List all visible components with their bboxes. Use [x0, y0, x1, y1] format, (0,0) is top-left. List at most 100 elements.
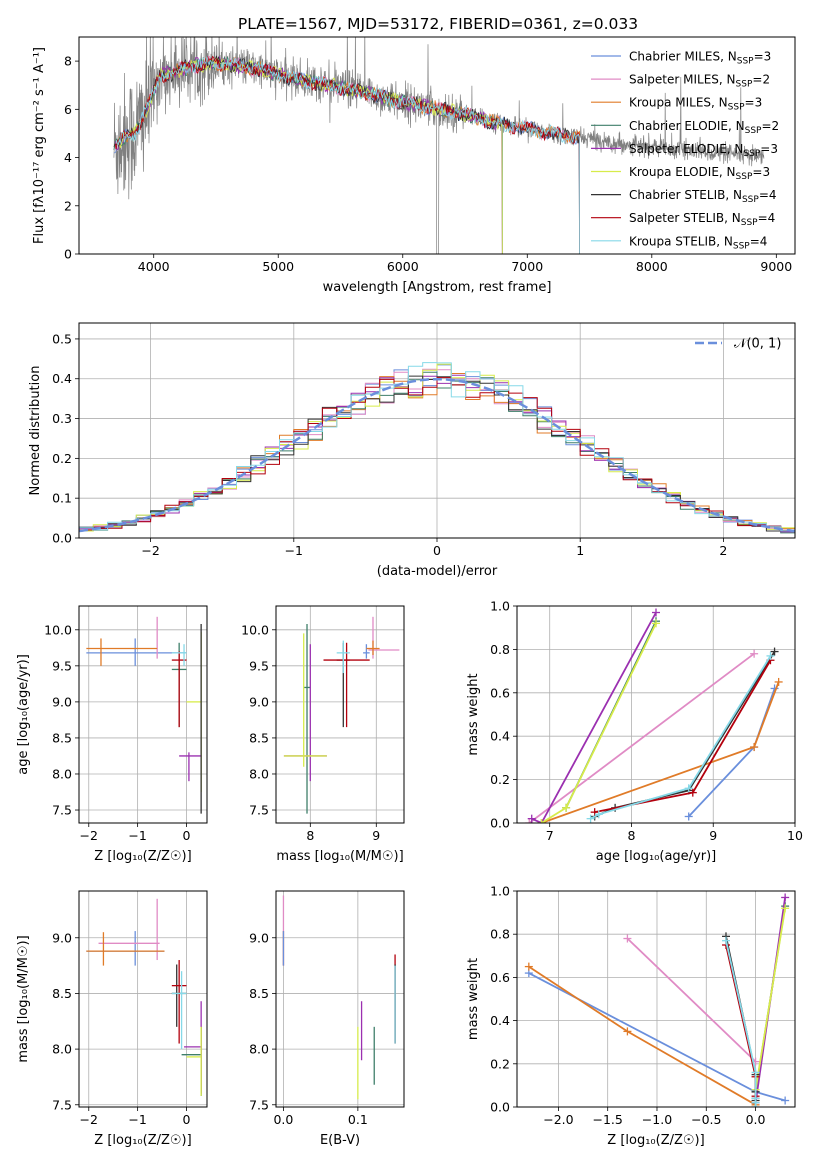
point-salpeter-elodie: [179, 752, 202, 782]
series-salpeter-elodie: [527, 608, 660, 823]
axes-frame: [78, 36, 796, 255]
point-chabrier-elodie: [181, 1026, 202, 1096]
x-tick-label: 0: [183, 1112, 191, 1127]
y-tick-label: 0.0: [52, 531, 72, 546]
x-tick-label: 6000: [387, 259, 419, 274]
x-axis-label: mass [log₁₀(M/M☉)]: [276, 849, 403, 864]
x-tick-label: 8000: [636, 259, 668, 274]
y-tick-label: 0.4: [490, 729, 510, 744]
y-tick-label: 4: [64, 150, 72, 165]
x-tick-label: 0: [433, 543, 441, 558]
plot-area-mass-vs-EBV: [282, 895, 396, 1100]
plus-marker: [525, 819, 534, 823]
x-tick-label: −1.0: [642, 1112, 672, 1127]
axes-frame: [516, 605, 796, 824]
plus-marker: [594, 810, 603, 819]
panel-residual-histogram: 𝒩(0, 1) −2 −1 0 1 2 0.0 0.1 0.2 0.3 0.4 0.5 (data-mo…: [28, 322, 796, 579]
y-tick-label: 7.5: [52, 1097, 72, 1112]
observed-spectrum-line: [113, 37, 765, 254]
series-line: [626, 937, 757, 1063]
normal-reference-curve: [79, 377, 795, 533]
y-tick-label: 0.6: [490, 970, 510, 985]
plus-marker: [751, 1103, 760, 1107]
point-kroupa-stelib: [336, 640, 350, 674]
plus-marker: [774, 677, 783, 686]
x-axis-label: Z [log₁₀(Z/Z☉)]: [607, 1133, 704, 1148]
series-kroupa-stelib: [721, 936, 760, 1107]
plus-marker: [652, 619, 660, 628]
point-chabrier-miles: [363, 644, 370, 659]
series-kroupa-stelib: [586, 651, 775, 823]
point-kroupa-miles: [86, 932, 165, 966]
point-kroupa-stelib: [171, 644, 187, 666]
series-salpeter-miles: [525, 649, 759, 823]
y-tick-label: 0.4: [52, 371, 72, 386]
point-kroupa-stelib: [171, 971, 187, 1050]
y-tick-label: 8.0: [52, 766, 72, 781]
y-tick-label: 0.4: [490, 1013, 510, 1028]
y-tick-label: 0.8: [490, 642, 510, 657]
plot-area-spectrum: [113, 37, 765, 254]
plot-area-weight-vs-age: [525, 608, 783, 823]
legend-label-kroupa-elodie: Kroupa ELODIE, NSSP=3: [629, 165, 770, 182]
y-axis-label: Normed distribution: [28, 366, 43, 496]
x-tick-label: 4000: [138, 259, 170, 274]
plus-marker: [721, 936, 730, 945]
y-tick-label: 1.0: [490, 884, 510, 899]
plus-marker: [537, 819, 546, 823]
y-tick-label: 0.6: [490, 685, 510, 700]
x-tick-label: −2: [141, 543, 159, 558]
plus-marker: [590, 808, 599, 817]
plus-marker: [751, 1068, 760, 1077]
series-chabrier-miles: [684, 684, 779, 821]
axes-frame: [78, 890, 208, 1108]
x-tick-label: 9: [372, 828, 380, 843]
plus-marker: [688, 788, 697, 797]
x-axis-label: (data-model)/error: [377, 564, 498, 579]
panel-spectrum: Chabrier MILES, NSSP=3 Salpeter MILES, NS…: [32, 36, 796, 295]
series-line: [528, 965, 757, 1106]
y-tick-label: 0.8: [490, 927, 510, 942]
x-axis-label: wavelength [Angstrom, rest frame]: [323, 280, 552, 295]
series-line: [688, 688, 776, 818]
y-tick-label: 9.5: [52, 658, 72, 673]
series-kroupa-miles: [537, 677, 783, 823]
y-tick-label: 0.2: [490, 1056, 510, 1071]
x-tick-label: 10: [787, 828, 803, 843]
model-line-salpeter-elodie: [114, 56, 503, 254]
y-tick-label: 8.5: [249, 730, 269, 745]
y-tick-label: 9.0: [52, 930, 72, 945]
y-tick-label: 6: [64, 102, 72, 117]
legend-label-kroupa-miles: Kroupa MILES, NSSP=3: [629, 96, 762, 113]
panel-weight-vs-Z: −2.0 −1.5 −1.0 −0.5 0.0 0.0 0.2 0.4 0.6 0.8 1.0 Z […: [466, 884, 796, 1148]
plot-area-age-vs-mass: [283, 616, 400, 814]
series-line: [528, 652, 755, 823]
point-kroupa-miles: [366, 640, 380, 656]
point-salpeter-stelib: [171, 960, 187, 1044]
panel-mass-vs-Z: −2 −1 0 7.5 8.0 8.5 9.0 Z [log₁₀(Z/Z☉)] mass [lo…: [16, 890, 208, 1148]
y-tick-label: 8.0: [249, 1042, 269, 1057]
y-axis-label: mass [log₁₀(M/M☉)]: [16, 935, 31, 1062]
series-line: [531, 612, 657, 823]
y-axis-label: mass weight: [466, 673, 481, 755]
plus-marker: [562, 803, 571, 812]
y-tick-label: 8.5: [249, 986, 269, 1001]
x-tick-label: −1.5: [593, 1112, 623, 1127]
point-salpeter-miles: [98, 898, 160, 961]
y-tick-label: 10.0: [44, 622, 72, 637]
plus-marker: [623, 934, 632, 943]
y-tick-label: 9.0: [249, 930, 269, 945]
x-tick-label: −1: [285, 543, 303, 558]
x-tick-label: 1: [576, 543, 584, 558]
y-tick-label: 0.1: [52, 491, 72, 506]
series-line: [590, 655, 772, 820]
y-tick-label: 7.5: [249, 1097, 269, 1112]
y-axis-label: Flux [fλ10⁻¹⁷ erg cm⁻² s⁻¹ A⁻¹]: [32, 47, 47, 244]
x-axis-label: Z [log₁₀(Z/Z☉)]: [94, 1133, 191, 1148]
plus-marker: [766, 651, 775, 660]
histogram-kroupa-elodie: [79, 363, 795, 538]
y-tick-label: 0.2: [52, 451, 72, 466]
y-tick-label: 9.5: [249, 658, 269, 673]
y-tick-label: 8.5: [52, 986, 72, 1001]
